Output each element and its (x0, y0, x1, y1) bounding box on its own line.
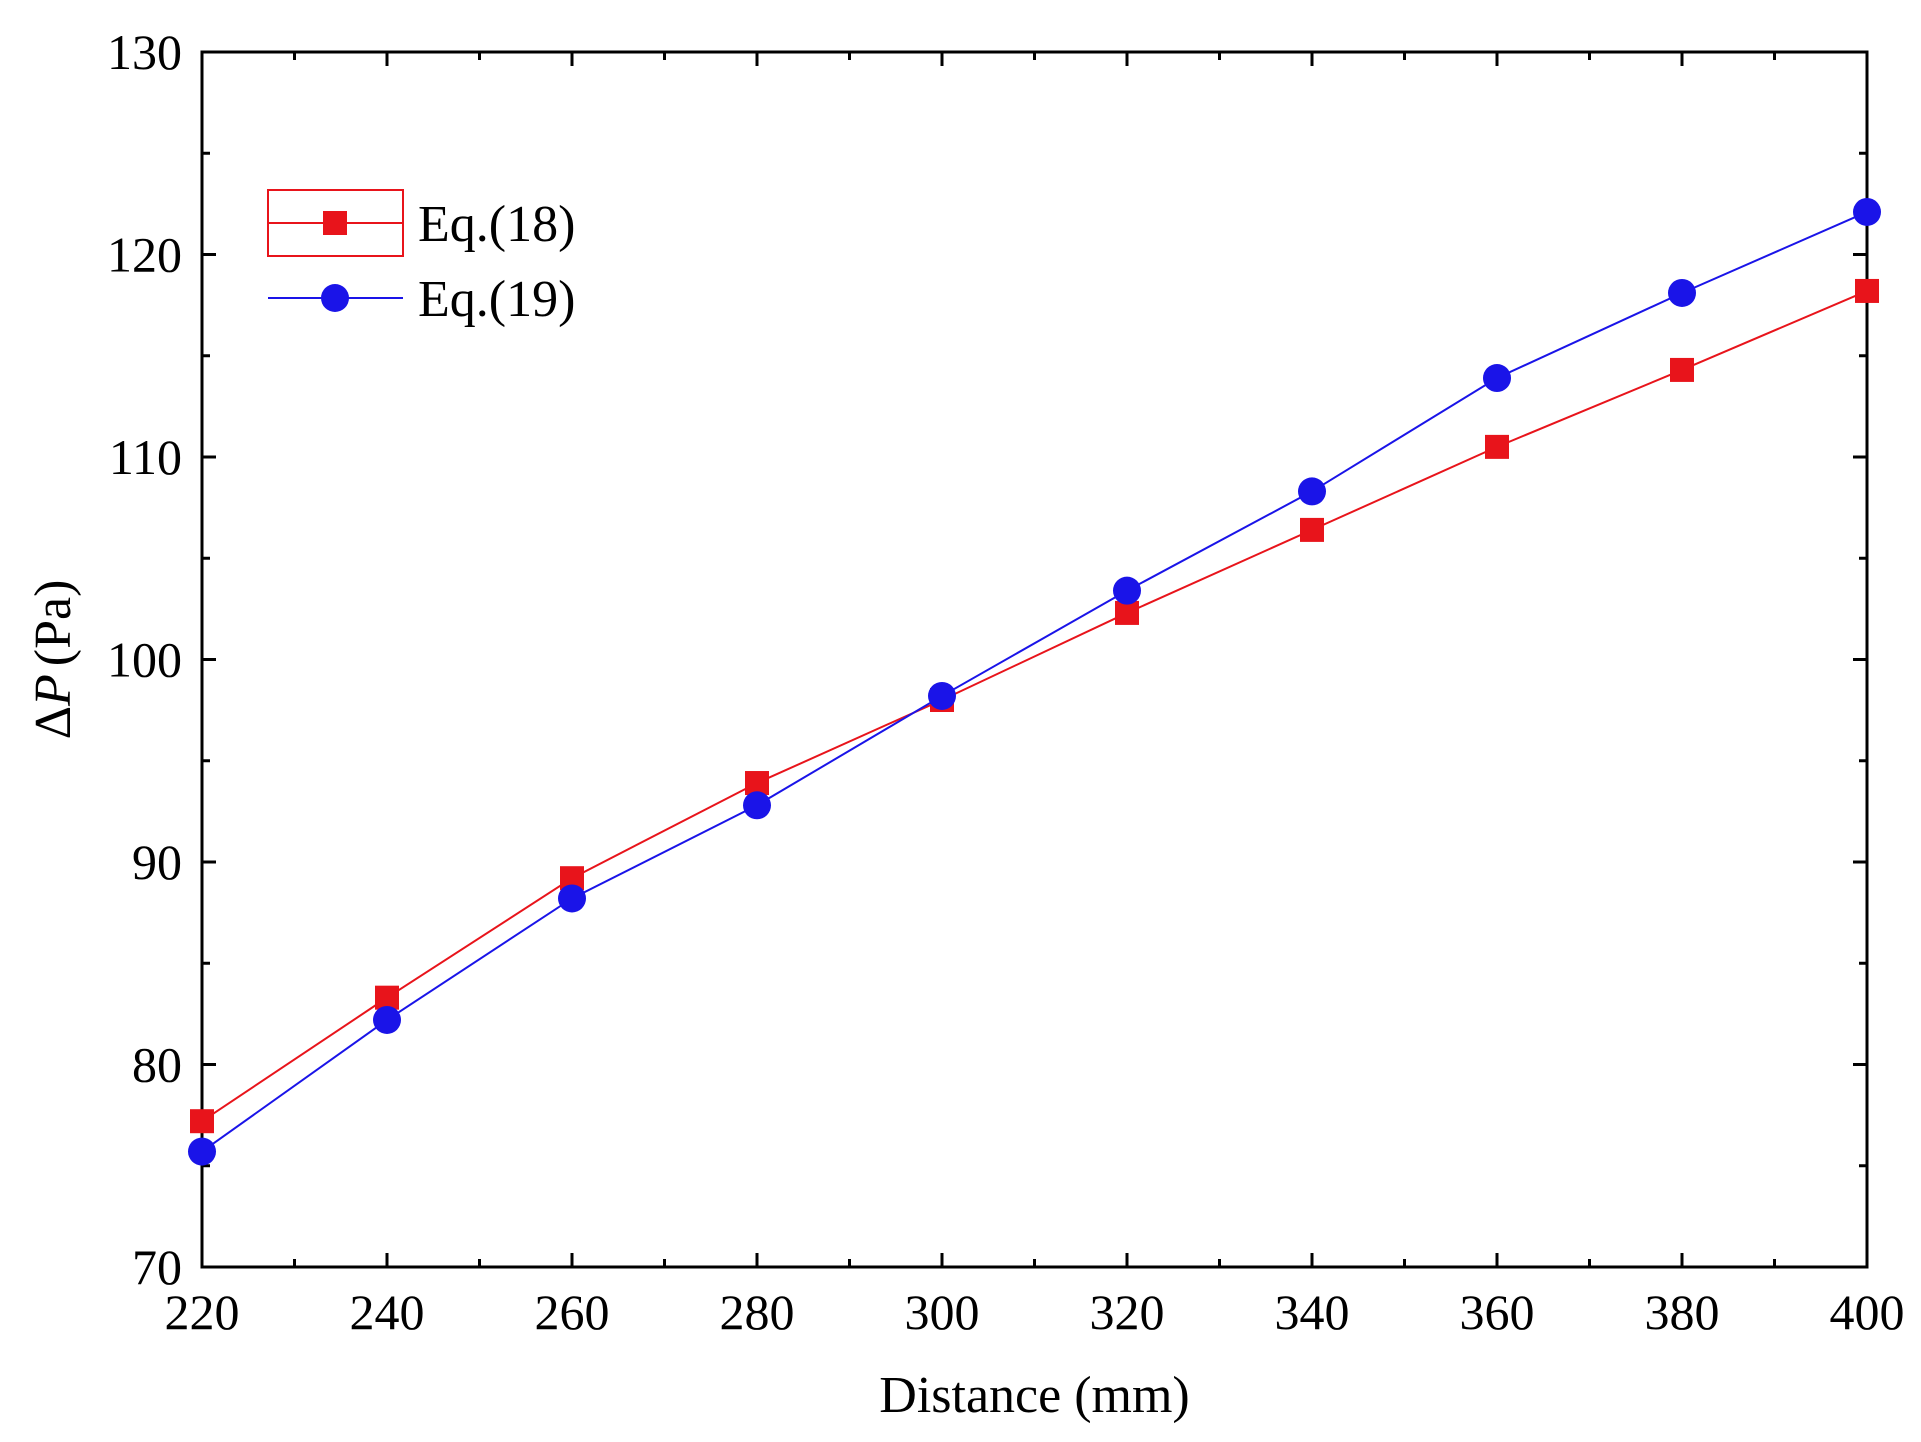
data-point (1298, 477, 1326, 506)
data-point (1668, 278, 1696, 307)
x-tick-label: 240 (350, 1284, 425, 1340)
y-tick-label: 110 (109, 429, 182, 485)
y-tick-label: 100 (107, 632, 182, 688)
data-point (188, 1137, 216, 1166)
y-tick-label: 120 (107, 227, 182, 283)
x-tick-label: 360 (1460, 1284, 1535, 1340)
x-axis-title: Distance (mm) (879, 1367, 1189, 1424)
y-axis-title: ΔP (Pa) (25, 580, 82, 740)
x-tick-label: 320 (1090, 1284, 1165, 1340)
legend-label: Eq.(18) (418, 196, 575, 253)
data-point (1483, 364, 1511, 393)
data-point (373, 1005, 401, 1034)
data-point (375, 985, 399, 1010)
y-axis-title-variable: P (25, 674, 82, 707)
x-tick-label: 340 (1275, 1284, 1350, 1340)
data-point (190, 1109, 214, 1134)
x-tick-label: 380 (1645, 1284, 1720, 1340)
legend-marker (321, 284, 349, 312)
y-axis-title-unit: (Pa) (25, 580, 82, 667)
y-axis-title-delta: Δ (25, 706, 82, 739)
x-tick-label: 300 (905, 1284, 980, 1340)
data-point (1485, 434, 1509, 459)
y-axis: 70 80 90 100 110 120 130 (107, 24, 1867, 1295)
data-point (1113, 576, 1141, 605)
y-tick-label: 90 (132, 834, 182, 890)
data-point (558, 884, 586, 913)
x-tick-label: 400 (1830, 1284, 1905, 1340)
series-1 (190, 278, 1879, 1134)
series-2 (188, 197, 1881, 1166)
data-point (1670, 357, 1694, 382)
legend: Eq.(18) Eq.(19) (267, 189, 575, 328)
series-line (201, 211, 1868, 1153)
data-point (928, 681, 956, 710)
data-point (743, 791, 771, 820)
data-point (1300, 517, 1324, 542)
data-point (1115, 600, 1139, 625)
y-tick-label: 80 (132, 1037, 182, 1093)
x-axis: 220 240 260 280 300 320 340 360 380 400 (165, 52, 1905, 1340)
x-tick-label: 220 (165, 1284, 240, 1340)
legend-label: Eq.(19) (418, 271, 575, 328)
data-point (745, 771, 769, 796)
series-line (201, 290, 1868, 1123)
y-tick-label: 130 (107, 24, 182, 80)
legend-marker (323, 211, 347, 235)
y-tick-label: 70 (132, 1239, 182, 1295)
x-tick-label: 280 (720, 1284, 795, 1340)
x-tick-label: 260 (535, 1284, 610, 1340)
data-point (1855, 278, 1879, 303)
data-point (1853, 197, 1881, 226)
series-layer (188, 197, 1881, 1166)
